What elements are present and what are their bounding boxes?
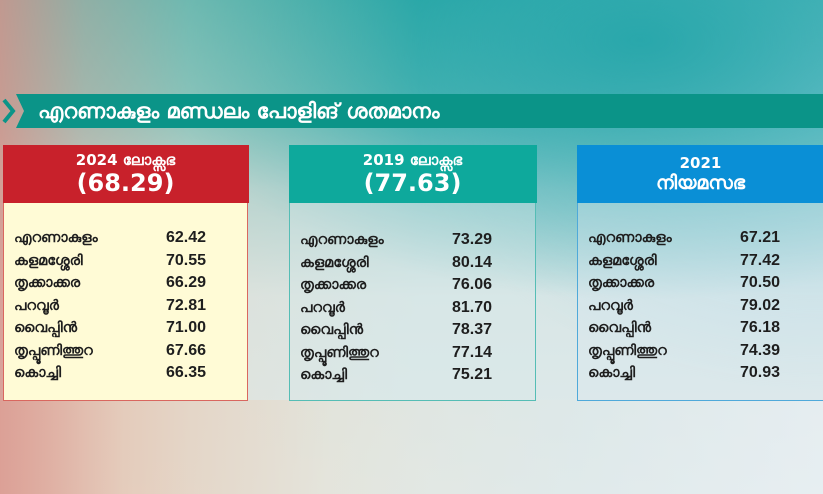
polling-percentage: 78.37 [452, 321, 493, 339]
constituency-name: കളമശ്ശേരി [588, 252, 657, 269]
constituency-name: വൈപ്പിൻ [300, 322, 364, 339]
polling-percentage: 70.93 [740, 364, 781, 382]
list-item: തൃപ്പൂണിത്തുറ 74.39 [588, 340, 823, 363]
card-header: 2021 നിയമസഭ [576, 145, 823, 203]
constituency-name: കൊച്ചി [14, 365, 62, 382]
constituency-name: തൃപ്പൂണിത്തുറ [588, 342, 667, 359]
list-item: പറവൂർ 81.70 [300, 297, 535, 320]
list-item: തൃപ്പൂണിത്തുറ 67.66 [14, 340, 247, 363]
polling-percentage: 73.29 [452, 231, 493, 249]
constituency-name: തൃക്കാക്കര [300, 277, 367, 294]
polling-percentage: 76.18 [740, 319, 781, 337]
polling-percentage: 77.42 [740, 251, 781, 269]
list-item: പറവൂർ 79.02 [588, 295, 823, 318]
constituency-name: കളമശ്ശേരി [14, 252, 83, 269]
list-item: പറവൂർ 72.81 [14, 295, 247, 318]
constituency-list: എറണാകുളം 73.29 കളമശ്ശേരി 80.14 തൃക്കാക്കര 7… [290, 203, 535, 387]
list-item: എറണാകുളം 73.29 [300, 229, 535, 252]
card-header-subtitle: നിയമസഭ [656, 172, 745, 194]
polling-percentage: 75.21 [452, 366, 493, 384]
card-header-total: (68.29) [76, 169, 175, 197]
constituency-name: വൈപ്പിൻ [14, 320, 78, 337]
card-header: 2019 ലോക്സഭ (77.63) [288, 145, 537, 203]
list-item: കൊച്ചി 70.93 [588, 362, 823, 385]
polling-percentage: 66.29 [166, 274, 207, 292]
list-item: കളമശ്ശേരി 77.42 [588, 250, 823, 273]
list-item: കൊച്ചി 66.35 [14, 362, 247, 385]
constituency-list: എറണാകുളം 62.42 കളമശ്ശേരി 70.55 തൃക്കാക്കര 6… [4, 203, 247, 385]
list-item: എറണാകുളം 67.21 [588, 227, 823, 250]
constituency-name: എറണാകുളം [14, 230, 98, 247]
polling-percentage: 74.39 [740, 341, 781, 359]
title-banner: എറണാകുളം മണ്ഡലം പോളിങ് ശതമാനം [0, 94, 823, 128]
card-header-title: 2019 ലോക്സഭ [362, 151, 463, 169]
double-chevron-right-icon [2, 98, 16, 124]
constituency-name: പറവൂർ [300, 299, 345, 316]
list-item: തൃക്കാക്കര 66.29 [14, 272, 247, 295]
list-item: കളമശ്ശേരി 80.14 [300, 252, 535, 275]
constituency-name: പറവൂർ [14, 297, 59, 314]
constituency-name: എറണാകുളം [300, 232, 384, 249]
polling-percentage: 70.50 [740, 274, 781, 292]
constituency-list: എറണാകുളം 67.21 കളമശ്ശേരി 77.42 തൃക്കാക്കര 7… [578, 203, 823, 385]
constituency-name: തൃപ്പൂണിത്തുറ [300, 344, 379, 361]
list-item: വൈപ്പിൻ 71.00 [14, 317, 247, 340]
background-bottom-gradient [0, 400, 823, 494]
constituency-name: തൃപ്പൂണിത്തുറ [14, 342, 93, 359]
list-item: വൈപ്പിൻ 76.18 [588, 317, 823, 340]
list-item: കളമശ്ശേരി 70.55 [14, 250, 247, 273]
card-2021-niyamasabha: 2021 നിയമസഭ എറണാകുളം 67.21 കളമശ്ശേരി 77.42… [576, 145, 823, 401]
banner-bar [16, 94, 823, 128]
polling-percentage: 66.35 [166, 364, 207, 382]
polling-percentage: 70.55 [166, 251, 207, 269]
polling-percentage: 72.81 [166, 296, 207, 314]
constituency-name: വൈപ്പിൻ [588, 320, 652, 337]
card-header-title: 2021 [679, 154, 722, 172]
polling-percentage: 62.42 [166, 229, 207, 247]
page-title: എറണാകുളം മണ്ഡലം പോളിങ് ശതമാനം [38, 99, 440, 123]
polling-percentage: 76.06 [452, 276, 493, 294]
list-item: തൃപ്പൂണിത്തുറ 77.14 [300, 342, 535, 365]
constituency-name: കൊച്ചി [588, 365, 636, 382]
constituency-name: തൃക്കാക്കര [14, 275, 81, 292]
card-2019-loksabha: 2019 ലോക്സഭ (77.63) എറണാകുളം 73.29 കളമശ്ശ… [288, 145, 537, 401]
polling-percentage: 77.14 [452, 343, 493, 361]
polling-percentage: 67.21 [740, 229, 781, 247]
polling-percentage: 79.02 [740, 296, 781, 314]
list-item: തൃക്കാക്കര 76.06 [300, 274, 535, 297]
polling-percentage: 81.70 [452, 298, 493, 316]
card-header-title: 2024 ലോക്സഭ [75, 151, 176, 169]
polling-percentage: 80.14 [452, 253, 493, 271]
polling-percentage: 67.66 [166, 341, 207, 359]
list-item: എറണാകുളം 62.42 [14, 227, 247, 250]
constituency-name: കളമശ്ശേരി [300, 254, 369, 271]
card-2024-loksabha: 2024 ലോക്സഭ (68.29) എറണാകുളം 62.42 കളമശ്ശ… [2, 145, 249, 401]
constituency-name: കൊച്ചി [300, 367, 348, 384]
list-item: വൈപ്പിൻ 78.37 [300, 319, 535, 342]
polling-percentage: 71.00 [166, 319, 207, 337]
constituency-name: എറണാകുളം [588, 230, 672, 247]
constituency-name: തൃക്കാക്കര [588, 275, 655, 292]
list-item: കൊച്ചി 75.21 [300, 364, 535, 387]
constituency-name: പറവൂർ [588, 297, 633, 314]
card-header: 2024 ലോക്സഭ (68.29) [2, 145, 249, 203]
card-header-total: (77.63) [363, 169, 462, 197]
list-item: തൃക്കാക്കര 70.50 [588, 272, 823, 295]
